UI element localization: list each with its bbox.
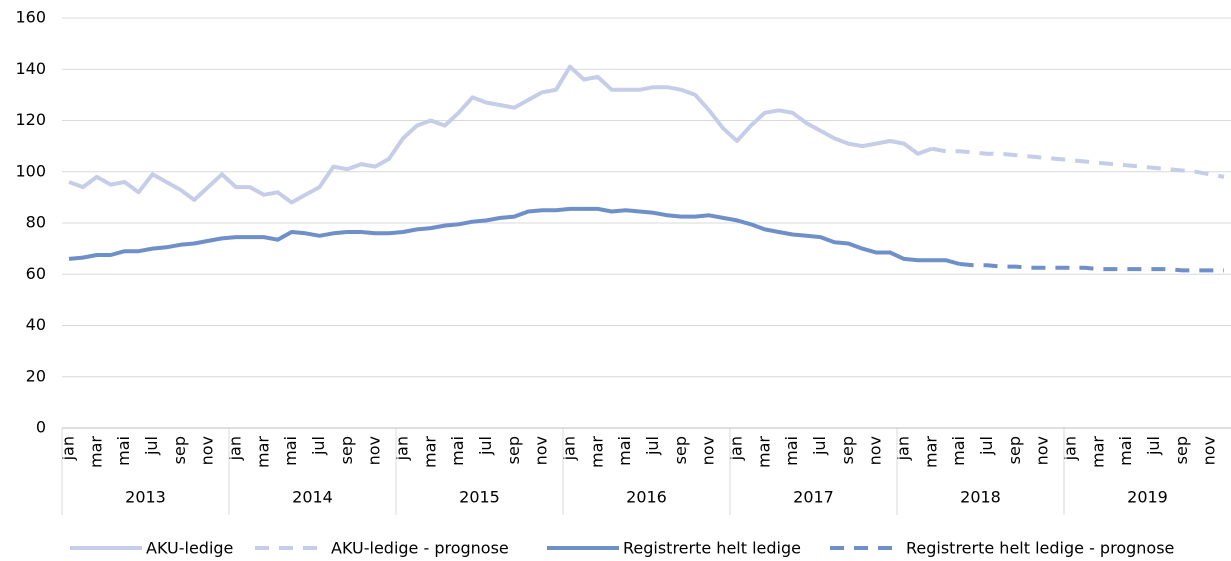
x-tick-label: jul xyxy=(309,436,328,456)
y-tick-label: 120 xyxy=(15,110,46,129)
series-line xyxy=(931,146,1225,179)
x-tick-label: mar xyxy=(587,436,606,468)
x-tick-label: nov xyxy=(1033,436,1052,465)
x-tick-label: jan xyxy=(225,436,244,461)
x-tick-label: jan xyxy=(893,436,912,461)
y-tick-label: 140 xyxy=(15,59,46,78)
y-tick-label: 0 xyxy=(36,418,46,437)
x-tick-label: mar xyxy=(921,436,940,468)
x-tick-label: jul xyxy=(476,436,495,456)
legend-label: Registrerte helt ledige - prognose xyxy=(906,539,1174,558)
x-tick-label: jul xyxy=(1144,436,1163,456)
year-label: 2018 xyxy=(960,488,1001,507)
x-tick-label: jan xyxy=(1060,436,1079,461)
x-tick-label: nov xyxy=(365,436,384,465)
x-tick-label: mar xyxy=(420,436,439,468)
x-tick-label: mai xyxy=(114,436,133,466)
x-tick-label: jan xyxy=(58,436,77,461)
year-label: 2013 xyxy=(125,488,166,507)
x-tick-label: sep xyxy=(1005,436,1024,464)
y-tick-label: 40 xyxy=(26,315,46,334)
legend-label: Registrerte helt ledige xyxy=(623,539,801,558)
x-tick-label: mar xyxy=(86,436,105,468)
y-tick-label: 60 xyxy=(26,264,46,283)
x-tick-label: sep xyxy=(504,436,523,464)
year-label: 2015 xyxy=(459,488,500,507)
x-tick-label: nov xyxy=(1200,436,1219,465)
x-tick-label: nov xyxy=(198,436,217,465)
x-tick-label: sep xyxy=(838,436,857,464)
y-tick-label: 160 xyxy=(15,8,46,27)
x-tick-label: mai xyxy=(1116,436,1135,466)
x-tick-label: jul xyxy=(810,436,829,456)
series-line xyxy=(959,262,1224,273)
year-label: 2019 xyxy=(1127,488,1168,507)
y-tick-label: 100 xyxy=(15,161,46,180)
x-tick-label: nov xyxy=(532,436,551,465)
legend-label: AKU-ledige xyxy=(146,539,233,558)
y-tick-label: 20 xyxy=(26,366,46,385)
x-tick-label: nov xyxy=(699,436,718,465)
x-tick-label: mai xyxy=(281,436,300,466)
x-tick-label: sep xyxy=(170,436,189,464)
y-tick-label: 80 xyxy=(26,213,46,232)
x-tick-label: sep xyxy=(671,436,690,464)
x-tick-label: mai xyxy=(782,436,801,466)
x-tick-label: jul xyxy=(142,436,161,456)
series-line xyxy=(68,206,961,266)
x-tick-label: mar xyxy=(1088,436,1107,468)
series-line xyxy=(68,64,933,205)
x-tick-label: jan xyxy=(559,436,578,461)
x-tick-label: jan xyxy=(726,436,745,461)
x-tick-label: mai xyxy=(448,436,467,466)
year-label: 2017 xyxy=(793,488,834,507)
legend-label: AKU-ledige - prognose xyxy=(331,539,509,558)
x-tick-label: mar xyxy=(253,436,272,468)
year-label: 2016 xyxy=(626,488,667,507)
x-tick-label: mai xyxy=(615,436,634,466)
x-tick-label: jan xyxy=(392,436,411,461)
year-label: 2014 xyxy=(292,488,333,507)
x-tick-label: mar xyxy=(754,436,773,468)
x-tick-label: jul xyxy=(643,436,662,456)
x-tick-label: sep xyxy=(337,436,356,464)
x-tick-label: sep xyxy=(1172,436,1191,464)
x-tick-label: nov xyxy=(866,436,885,465)
x-tick-label: mai xyxy=(949,436,968,466)
x-tick-label: jul xyxy=(977,436,996,456)
